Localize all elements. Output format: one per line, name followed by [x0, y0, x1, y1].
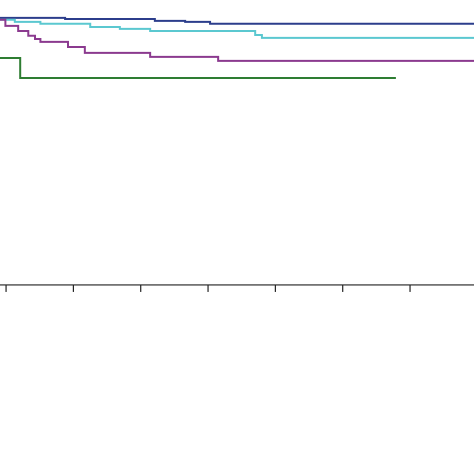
survival-curve: [0, 16, 474, 25]
survival-curve: [0, 18, 474, 39]
survival-curve: [0, 56, 396, 79]
survival-curve: [0, 18, 474, 62]
